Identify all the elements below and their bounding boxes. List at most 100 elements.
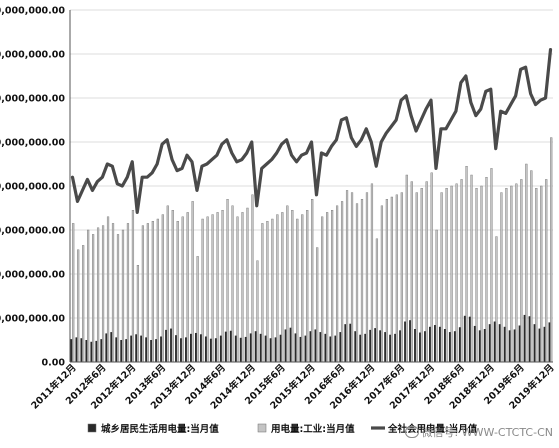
bar-residential (438, 326, 441, 362)
bar-residential (259, 333, 262, 362)
bar-industrial (136, 265, 140, 363)
bar-industrial (495, 236, 498, 363)
bar-residential (199, 334, 202, 362)
bar-industrial (420, 187, 423, 363)
y-tick-label: 70,000,000.00 (0, 50, 65, 61)
bar-residential (453, 331, 456, 362)
bar-industrial (96, 227, 100, 363)
y-tick-label: 20,000,000.00 (0, 270, 65, 281)
bar-industrial (281, 212, 284, 363)
bar-industrial (141, 225, 144, 363)
bar-residential (229, 330, 232, 362)
bar-industrial (445, 187, 448, 363)
bar-industrial (311, 198, 314, 363)
bar-industrial (276, 214, 279, 363)
bar-industrial (380, 205, 384, 363)
bar-residential (523, 314, 526, 362)
bar-residential (319, 332, 322, 362)
bar-industrial (480, 185, 483, 363)
bar-industrial (111, 223, 115, 363)
y-tick-label: 30,000,000.00 (0, 226, 65, 237)
bar-residential (339, 332, 342, 362)
bar-residential (160, 336, 162, 362)
bar-industrial (350, 192, 354, 363)
bar-industrial (146, 223, 149, 363)
bar-industrial (296, 218, 299, 363)
bar-industrial (545, 179, 548, 363)
bar-industrial (530, 170, 533, 363)
bar-residential (90, 341, 93, 362)
bar-residential (110, 332, 113, 362)
bar-industrial (355, 203, 359, 363)
bar-residential (433, 325, 436, 362)
bar-industrial (505, 187, 508, 363)
bar-residential (473, 325, 476, 362)
bar-industrial (520, 179, 523, 363)
bar-industrial (470, 174, 473, 363)
bar-residential (204, 336, 207, 362)
bar-industrial (77, 249, 80, 363)
bar-industrial (375, 238, 379, 363)
bar-industrial (176, 220, 179, 363)
bar-industrial (306, 209, 309, 363)
bar-industrial (430, 172, 433, 363)
bar-residential (309, 331, 312, 362)
bar-industrial (171, 209, 174, 363)
bar-residential (180, 338, 182, 362)
bar-industrial (101, 225, 105, 363)
bar-industrial (226, 198, 229, 363)
bar-residential (304, 335, 307, 362)
bar-industrial (410, 181, 413, 363)
bar-residential (70, 339, 73, 362)
bar-residential (543, 326, 546, 362)
bar-residential (269, 338, 272, 362)
bar-industrial (231, 205, 234, 363)
bar-residential (314, 329, 317, 362)
bar-industrial (390, 196, 393, 363)
bar-industrial (331, 209, 334, 363)
bar-residential (130, 335, 133, 362)
bar-industrial (335, 205, 339, 363)
y-tick-label: 60,000,000.00 (0, 94, 65, 105)
bar-industrial (271, 218, 274, 363)
bar-residential (224, 331, 227, 362)
bar-residential (448, 332, 451, 362)
y-tick-label: 80,000,000.00 (0, 6, 65, 17)
bar-residential (513, 329, 516, 362)
bar-residential (409, 320, 411, 362)
bar-residential (468, 316, 471, 362)
bar-residential (125, 339, 128, 362)
bar-industrial (515, 183, 518, 363)
bar-residential (294, 333, 297, 362)
bar-residential (135, 334, 138, 362)
bar-residential (548, 322, 551, 362)
bar-residential (155, 339, 157, 362)
bar-industrial (395, 194, 398, 363)
bar-industrial (206, 216, 209, 363)
axis-layer (69, 10, 553, 363)
bar-residential (498, 324, 501, 362)
bar-residential (170, 328, 172, 362)
bar-industrial (345, 190, 349, 363)
bar-residential (244, 336, 247, 362)
bar-residential (239, 337, 242, 362)
bar-residential (488, 324, 491, 362)
bar-residential (508, 330, 511, 362)
bar-industrial (251, 194, 254, 363)
bar-residential (364, 333, 367, 362)
bar-residential (140, 335, 143, 362)
bar-residential (150, 340, 152, 362)
bar-residential (284, 329, 287, 362)
bar-residential (120, 340, 123, 362)
bar-residential (279, 334, 282, 362)
bar-industrial (340, 201, 344, 363)
bar-industrial (191, 201, 194, 363)
bar-industrial (181, 216, 184, 363)
bar-industrial (475, 187, 478, 363)
legend-label: 用电量:工业:当月值 (270, 423, 355, 435)
bar-residential (384, 332, 386, 362)
bar-residential (190, 333, 192, 362)
bar-industrial (261, 223, 264, 363)
bar-residential (379, 330, 382, 362)
bar-industrial (126, 223, 130, 363)
